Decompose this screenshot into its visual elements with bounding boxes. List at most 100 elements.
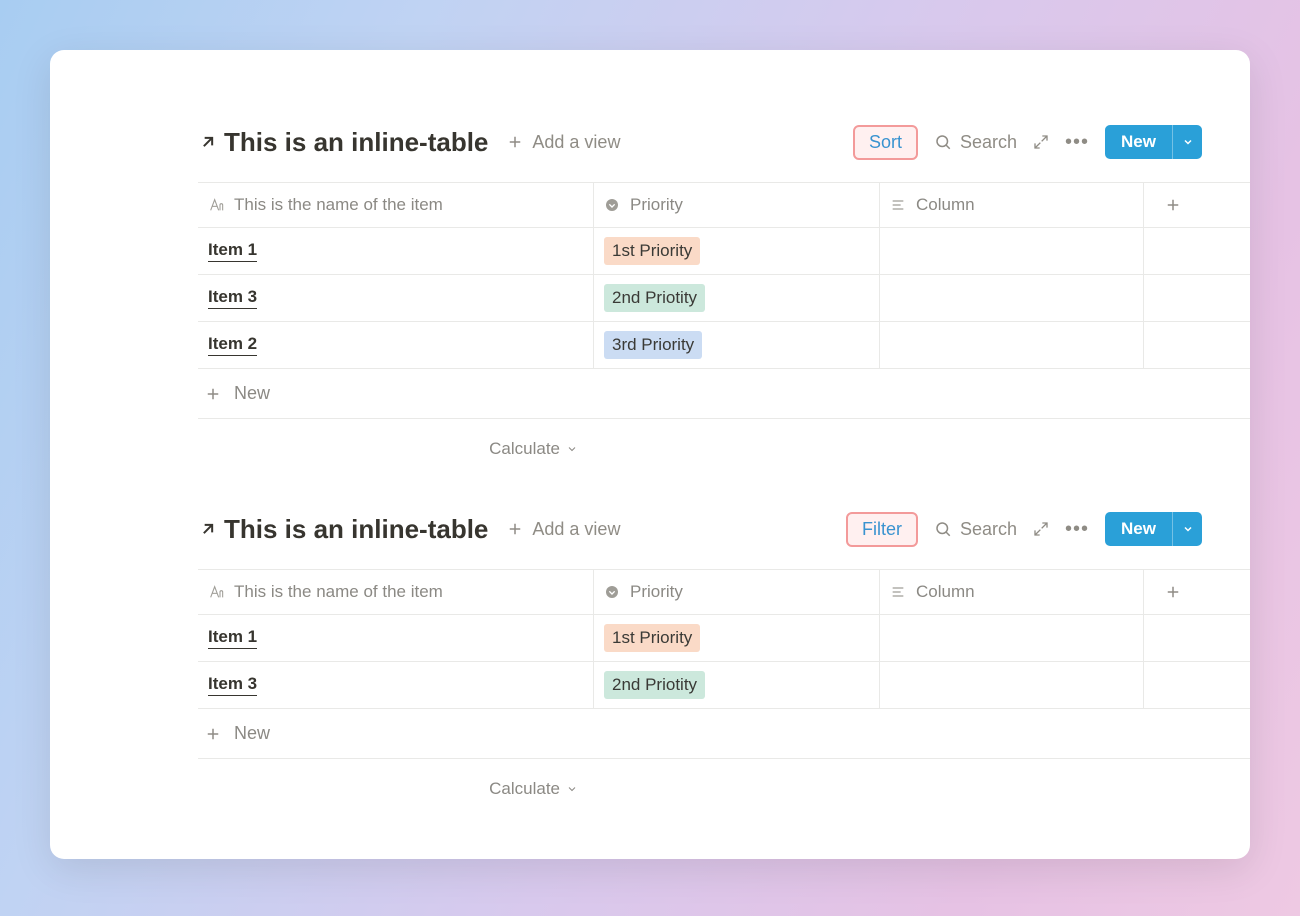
plus-icon (204, 725, 222, 743)
cell-column[interactable] (880, 662, 1144, 708)
cell-trailing (1144, 615, 1250, 661)
item-name[interactable]: Item 3 (208, 287, 257, 309)
table-row[interactable]: Item 3 2nd Priotity (198, 275, 1250, 322)
search-button[interactable]: Search (934, 132, 1017, 153)
text-icon (208, 584, 224, 600)
priority-tag[interactable]: 1st Priority (604, 237, 700, 266)
table-row[interactable]: Item 3 2nd Priotity (198, 662, 1250, 709)
cell-column[interactable] (880, 322, 1144, 368)
search-icon (934, 133, 952, 151)
cell-trailing (1144, 275, 1250, 321)
new-row-label: New (234, 383, 270, 404)
cell-name[interactable]: Item 1 (198, 228, 594, 274)
cell-priority[interactable]: 2nd Priotity (594, 662, 880, 708)
table-row[interactable]: Item 2 3rd Priority (198, 322, 1250, 369)
column-label: Column (916, 195, 975, 215)
select-icon (604, 584, 620, 600)
chevron-down-icon (1182, 523, 1194, 535)
sort-button[interactable]: Sort (853, 125, 918, 160)
column-label: This is the name of the item (234, 582, 443, 602)
new-button[interactable]: New (1105, 512, 1172, 546)
search-icon (934, 520, 952, 538)
item-name[interactable]: Item 1 (208, 240, 257, 262)
plus-icon (1164, 196, 1182, 214)
new-row-button[interactable]: New (198, 369, 1250, 419)
table-row[interactable]: Item 1 1st Priority (198, 615, 1250, 662)
add-view-button[interactable]: Add a view (506, 132, 620, 153)
inline-table-block: This is an inline-table Add a view Filte… (50, 507, 1250, 799)
table-title[interactable]: This is an inline-table (224, 127, 488, 158)
lines-icon (890, 197, 906, 213)
column-label: Priority (630, 195, 683, 215)
priority-tag[interactable]: 1st Priority (604, 624, 700, 653)
search-button[interactable]: Search (934, 519, 1017, 540)
more-button[interactable]: ••• (1065, 132, 1089, 152)
column-header-column[interactable]: Column (880, 570, 1144, 614)
cell-priority[interactable]: 1st Priority (594, 615, 880, 661)
priority-tag[interactable]: 2nd Priotity (604, 671, 705, 700)
cell-trailing (1144, 662, 1250, 708)
cell-name[interactable]: Item 2 (198, 322, 594, 368)
column-header-priority[interactable]: Priority (594, 183, 880, 227)
table-title-wrap[interactable]: This is an inline-table (198, 514, 488, 545)
filter-button[interactable]: Filter (846, 512, 918, 547)
cell-column[interactable] (880, 615, 1144, 661)
cell-priority[interactable]: 1st Priority (594, 228, 880, 274)
calculate-label: Calculate (489, 779, 560, 799)
new-button-dropdown[interactable] (1172, 125, 1202, 159)
cell-trailing (1144, 228, 1250, 274)
table-header: This is an inline-table Add a view Filte… (50, 507, 1250, 551)
new-row-button[interactable]: New (198, 709, 1250, 759)
column-header-priority[interactable]: Priority (594, 570, 880, 614)
cell-name[interactable]: Item 1 (198, 615, 594, 661)
new-button[interactable]: New (1105, 125, 1172, 159)
column-header-name[interactable]: This is the name of the item (198, 570, 594, 614)
expand-button[interactable] (1033, 521, 1049, 537)
priority-tag[interactable]: 3rd Priority (604, 331, 702, 360)
add-view-button[interactable]: Add a view (506, 519, 620, 540)
calculate-label: Calculate (489, 439, 560, 459)
table-title[interactable]: This is an inline-table (224, 514, 488, 545)
new-button-group: New (1105, 125, 1202, 159)
column-header-row: This is the name of the item Priority Co… (198, 182, 1250, 228)
cell-priority[interactable]: 2nd Priotity (594, 275, 880, 321)
calculate-button[interactable]: Calculate (198, 779, 594, 799)
add-view-label: Add a view (532, 519, 620, 540)
item-name[interactable]: Item 1 (208, 627, 257, 649)
lines-icon (890, 584, 906, 600)
cell-name[interactable]: Item 3 (198, 662, 594, 708)
cell-column[interactable] (880, 275, 1144, 321)
item-name[interactable]: Item 2 (208, 334, 257, 356)
column-label: This is the name of the item (234, 195, 443, 215)
column-header-column[interactable]: Column (880, 183, 1144, 227)
cell-trailing (1144, 322, 1250, 368)
table-title-wrap[interactable]: This is an inline-table (198, 127, 488, 158)
cell-priority[interactable]: 3rd Priority (594, 322, 880, 368)
chevron-down-icon (566, 783, 578, 795)
calculate-button[interactable]: Calculate (198, 439, 594, 459)
plus-icon (506, 520, 524, 538)
add-column-button[interactable] (1144, 570, 1250, 614)
select-icon (604, 197, 620, 213)
cell-column[interactable] (880, 228, 1144, 274)
add-column-button[interactable] (1144, 183, 1250, 227)
column-header-name[interactable]: This is the name of the item (198, 183, 594, 227)
expand-icon (1033, 521, 1049, 537)
new-button-dropdown[interactable] (1172, 512, 1202, 546)
cell-name[interactable]: Item 3 (198, 275, 594, 321)
more-button[interactable]: ••• (1065, 519, 1089, 539)
plus-icon (506, 133, 524, 151)
search-label: Search (960, 519, 1017, 540)
calculate-row: Calculate (198, 419, 1250, 459)
table-actions: Filter Search ••• New (846, 512, 1202, 547)
column-header-row: This is the name of the item Priority Co… (198, 569, 1250, 615)
chevron-down-icon (566, 443, 578, 455)
priority-tag[interactable]: 2nd Priotity (604, 284, 705, 313)
column-label: Column (916, 582, 975, 602)
table-actions: Sort Search ••• New (853, 125, 1202, 160)
item-name[interactable]: Item 3 (208, 674, 257, 696)
table-row[interactable]: Item 1 1st Priority (198, 228, 1250, 275)
expand-button[interactable] (1033, 134, 1049, 150)
table-header: This is an inline-table Add a view Sort … (50, 120, 1250, 164)
chevron-down-icon (1182, 136, 1194, 148)
